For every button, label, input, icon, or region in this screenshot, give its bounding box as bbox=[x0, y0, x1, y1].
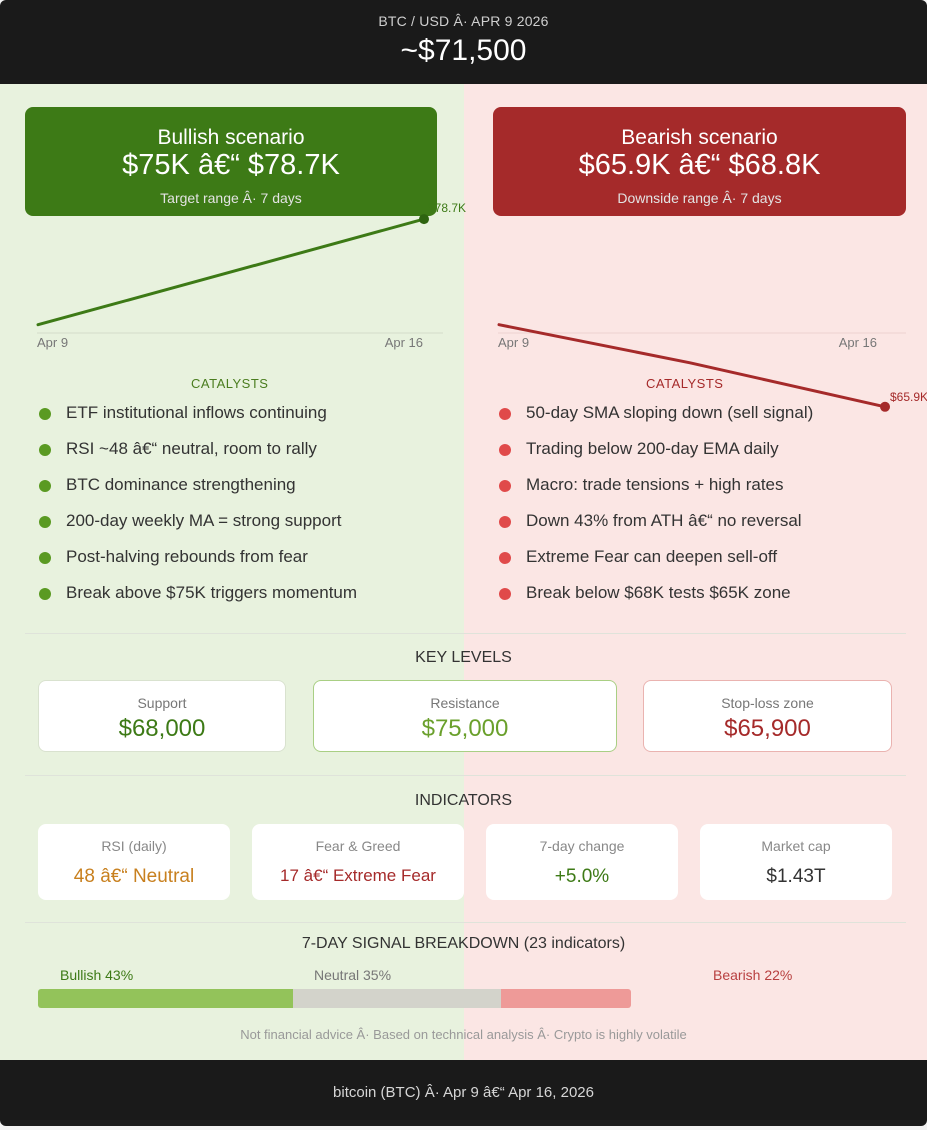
key-levels-title: KEY LEVELS bbox=[415, 649, 512, 666]
bullish-share-label: Bullish 43% bbox=[60, 967, 134, 983]
bullet-dot-icon bbox=[39, 552, 51, 564]
catalyst-text: Macro: trade tensions + high rates bbox=[526, 475, 784, 494]
fear-greed-label: Fear & Greed bbox=[315, 838, 401, 854]
list-item: Down 43% from ATH â€“ no reversal bbox=[499, 511, 909, 547]
bullish-title: Bullish scenario bbox=[157, 126, 305, 149]
bullish-subtitle: Target range Â· 7 days bbox=[160, 190, 302, 206]
bullet-dot-icon bbox=[499, 444, 511, 456]
support-value: $68,000 bbox=[118, 715, 206, 742]
bullet-dot-icon bbox=[39, 516, 51, 528]
neutral-share-bar bbox=[292, 989, 501, 1008]
resistance-card: Resistance $75,000 bbox=[313, 680, 617, 752]
list-item: BTC dominance strengthening bbox=[39, 475, 449, 511]
list-item: Break above $75K triggers momentum bbox=[39, 583, 449, 619]
bullet-dot-icon bbox=[499, 480, 511, 492]
catalyst-text: Post-halving rebounds from fear bbox=[66, 547, 308, 566]
list-item: 50-day SMA sloping down (sell signal) bbox=[499, 403, 909, 439]
list-item: Trading below 200-day EMA daily bbox=[499, 439, 909, 475]
bullet-dot-icon bbox=[499, 588, 511, 600]
signal-title: 7-DAY SIGNAL BREAKDOWN (23 indicators) bbox=[301, 935, 626, 952]
bearish-scenario-card: Bearish scenario $65.9K â€“ $68.8K Downs… bbox=[493, 107, 906, 216]
catalyst-text: Down 43% from ATH â€“ no reversal bbox=[526, 511, 802, 530]
catalyst-text: Trading below 200-day EMA daily bbox=[526, 439, 779, 458]
support-card: Support $68,000 bbox=[38, 680, 286, 752]
bearish-catalyst-list: 50-day SMA sloping down (sell signal) Tr… bbox=[499, 403, 909, 619]
bullish-scenario-card: Bullish scenario $75K â€“ $78.7K Target … bbox=[25, 107, 437, 216]
footer-bar: bitcoin (BTC) Â· Apr 9 â€“ Apr 16, 2026 bbox=[0, 1060, 927, 1126]
list-item: Break below $68K tests $65K zone bbox=[499, 583, 909, 619]
support-label: Support bbox=[137, 695, 187, 711]
bearish-range: $65.9K â€“ $68.8K bbox=[578, 149, 821, 181]
bullet-dot-icon bbox=[499, 552, 511, 564]
current-price: ~$71,500 bbox=[400, 34, 527, 67]
bullish-range: $75K â€“ $78.7K bbox=[122, 149, 340, 181]
catalyst-text: ETF institutional inflows continuing bbox=[66, 403, 327, 422]
market-cap-value: $1.43T bbox=[766, 866, 826, 887]
bullet-dot-icon bbox=[39, 444, 51, 456]
bullish-catalysts-label: CATALYSTS bbox=[191, 376, 269, 391]
catalyst-text: Break above $75K triggers momentum bbox=[66, 583, 358, 602]
catalyst-text: RSI ~48 â€“ neutral, room to rally bbox=[66, 439, 317, 458]
stop-loss-label: Stop-loss zone bbox=[721, 695, 814, 711]
bullet-dot-icon bbox=[39, 480, 51, 492]
stop-loss-card: Stop-loss zone $65,900 bbox=[643, 680, 892, 752]
bullish-share-bar bbox=[38, 989, 293, 1008]
bearish-subtitle: Downside range Â· 7 days bbox=[617, 190, 782, 206]
market-cap-label: Market cap bbox=[761, 838, 831, 854]
list-item: Macro: trade tensions + high rates bbox=[499, 475, 909, 511]
list-item: 200-day weekly MA = strong support bbox=[39, 511, 449, 547]
catalyst-text: BTC dominance strengthening bbox=[66, 475, 296, 494]
bearish-share-bar bbox=[500, 989, 631, 1008]
bearish-title: Bearish scenario bbox=[621, 126, 778, 149]
footer-text: bitcoin (BTC) Â· Apr 9 â€“ Apr 16, 2026 bbox=[333, 1084, 594, 1101]
bullet-dot-icon bbox=[499, 516, 511, 528]
market-cap-card: Market cap $1.43T bbox=[700, 824, 892, 900]
resistance-value: $75,000 bbox=[421, 715, 509, 742]
rsi-value: 48 â€“ Neutral bbox=[73, 866, 195, 887]
header-bar: BTC / USD Â· APR 9 2026 ~$71,500 bbox=[0, 0, 927, 84]
catalyst-text: Extreme Fear can deepen sell-off bbox=[526, 547, 778, 566]
bullet-dot-icon bbox=[39, 588, 51, 600]
list-item: ETF institutional inflows continuing bbox=[39, 403, 449, 439]
rsi-card: RSI (daily) 48 â€“ Neutral bbox=[38, 824, 230, 900]
fear-greed-value: 17 â€“ Extreme Fear bbox=[280, 866, 436, 885]
bullish-catalyst-list: ETF institutional inflows continuing RSI… bbox=[39, 403, 449, 619]
change-card: 7-day change +5.0% bbox=[486, 824, 678, 900]
change-label: 7-day change bbox=[539, 838, 625, 854]
pair-label: BTC / USD Â· APR 9 2026 bbox=[378, 13, 549, 29]
resistance-label: Resistance bbox=[430, 695, 500, 711]
change-value: +5.0% bbox=[554, 866, 610, 887]
bearish-catalysts-label: CATALYSTS bbox=[646, 376, 724, 391]
rsi-label: RSI (daily) bbox=[101, 838, 167, 854]
catalyst-text: 200-day weekly MA = strong support bbox=[66, 511, 342, 530]
indicators-title: INDICATORS bbox=[414, 792, 513, 809]
neutral-share-label: Neutral 35% bbox=[314, 967, 392, 983]
list-item: Extreme Fear can deepen sell-off bbox=[499, 547, 909, 583]
bearish-share-label: Bearish 22% bbox=[713, 967, 793, 983]
divider bbox=[25, 922, 906, 923]
fear-greed-card: Fear & Greed 17 â€“ Extreme Fear bbox=[252, 824, 464, 900]
divider bbox=[25, 775, 906, 776]
list-item: Post-halving rebounds from fear bbox=[39, 547, 449, 583]
catalyst-text: 50-day SMA sloping down (sell signal) bbox=[526, 403, 814, 422]
list-item: RSI ~48 â€“ neutral, room to rally bbox=[39, 439, 449, 475]
divider bbox=[25, 633, 906, 634]
catalyst-text: Break below $68K tests $65K zone bbox=[526, 583, 791, 602]
bullet-dot-icon bbox=[39, 408, 51, 420]
bullet-dot-icon bbox=[499, 408, 511, 420]
disclaimer: Not financial advice Â· Based on technic… bbox=[240, 1027, 687, 1042]
stop-loss-value: $65,900 bbox=[724, 715, 811, 742]
